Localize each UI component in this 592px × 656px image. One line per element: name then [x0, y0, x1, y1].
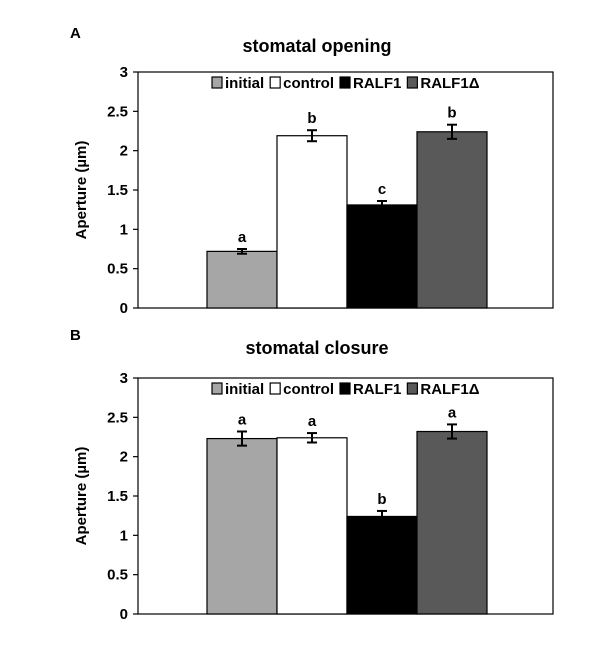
y-axis-label: Aperture (µm) [73, 447, 90, 546]
y-tick-label: 2 [120, 449, 128, 466]
legend-label: RALF1 [353, 75, 401, 92]
y-tick-label: 2.5 [107, 103, 128, 120]
y-tick-label: 1.5 [107, 488, 128, 505]
y-tick-label: 2.5 [107, 409, 128, 426]
panel-label-b: B [70, 327, 81, 344]
y-tick-label: 3 [120, 64, 128, 81]
bar-RALF1 [346, 204, 418, 309]
legend-label: RALF1 [353, 381, 401, 398]
chart-title-a: stomatal opening [242, 36, 392, 56]
significance-letter: a [238, 229, 247, 246]
legend-swatch-initial [211, 382, 223, 395]
significance-letter: b [307, 110, 316, 127]
y-tick-label: 2 [120, 143, 128, 160]
y-tick-label: 0 [120, 300, 128, 317]
significance-letter: a [308, 413, 317, 430]
y-tick-label: 1.5 [107, 182, 128, 199]
bar-RALF1Δ [416, 131, 488, 309]
bar-RALF1Δ [416, 430, 488, 615]
panel-label-a: A [70, 25, 81, 42]
significance-letter: b [377, 491, 386, 508]
bar-RALF1 [346, 515, 418, 615]
legend-label: initial [225, 381, 264, 398]
significance-letter: b [447, 105, 456, 122]
significance-letter: c [378, 181, 386, 198]
y-axis-label: Aperture (µm) [73, 141, 90, 240]
significance-letter: a [448, 404, 457, 421]
chart-b: 0 0.5 1 1.5 2 2.5 3 Aperture (µm) a a b a initial con… [73, 370, 554, 623]
legend-label: control [283, 75, 334, 92]
bar-control [276, 135, 348, 309]
y-tick-label: 0 [120, 606, 128, 623]
legend-label: RALF1Δ [420, 75, 479, 92]
legend-swatch-RALF1 [339, 76, 351, 89]
bar-control [276, 437, 348, 615]
legend-swatch-RALF1Δ [406, 382, 418, 395]
y-tick-label: 3 [120, 370, 128, 387]
legend-label: control [283, 381, 334, 398]
legend-label: initial [225, 75, 264, 92]
legend-swatch-control [269, 76, 281, 89]
bar-initial [206, 437, 278, 615]
legend-swatch-control [269, 382, 281, 395]
legend-swatch-initial [211, 76, 223, 89]
significance-letter: a [238, 411, 247, 428]
y-tick-label: 0.5 [107, 261, 128, 278]
legend-swatch-RALF1 [339, 382, 351, 395]
legend-swatch-RALF1Δ [406, 76, 418, 89]
y-tick-label: 0.5 [107, 567, 128, 584]
bar-initial [206, 250, 278, 309]
legend-label: RALF1Δ [420, 381, 479, 398]
y-tick-label: 1 [120, 221, 128, 238]
chart-title-b: stomatal closure [245, 338, 389, 358]
chart-a: 0 0.5 1 1.5 2 2.5 3 Aperture (µm) a b c b initial con… [73, 64, 554, 317]
y-tick-label: 1 [120, 527, 128, 544]
